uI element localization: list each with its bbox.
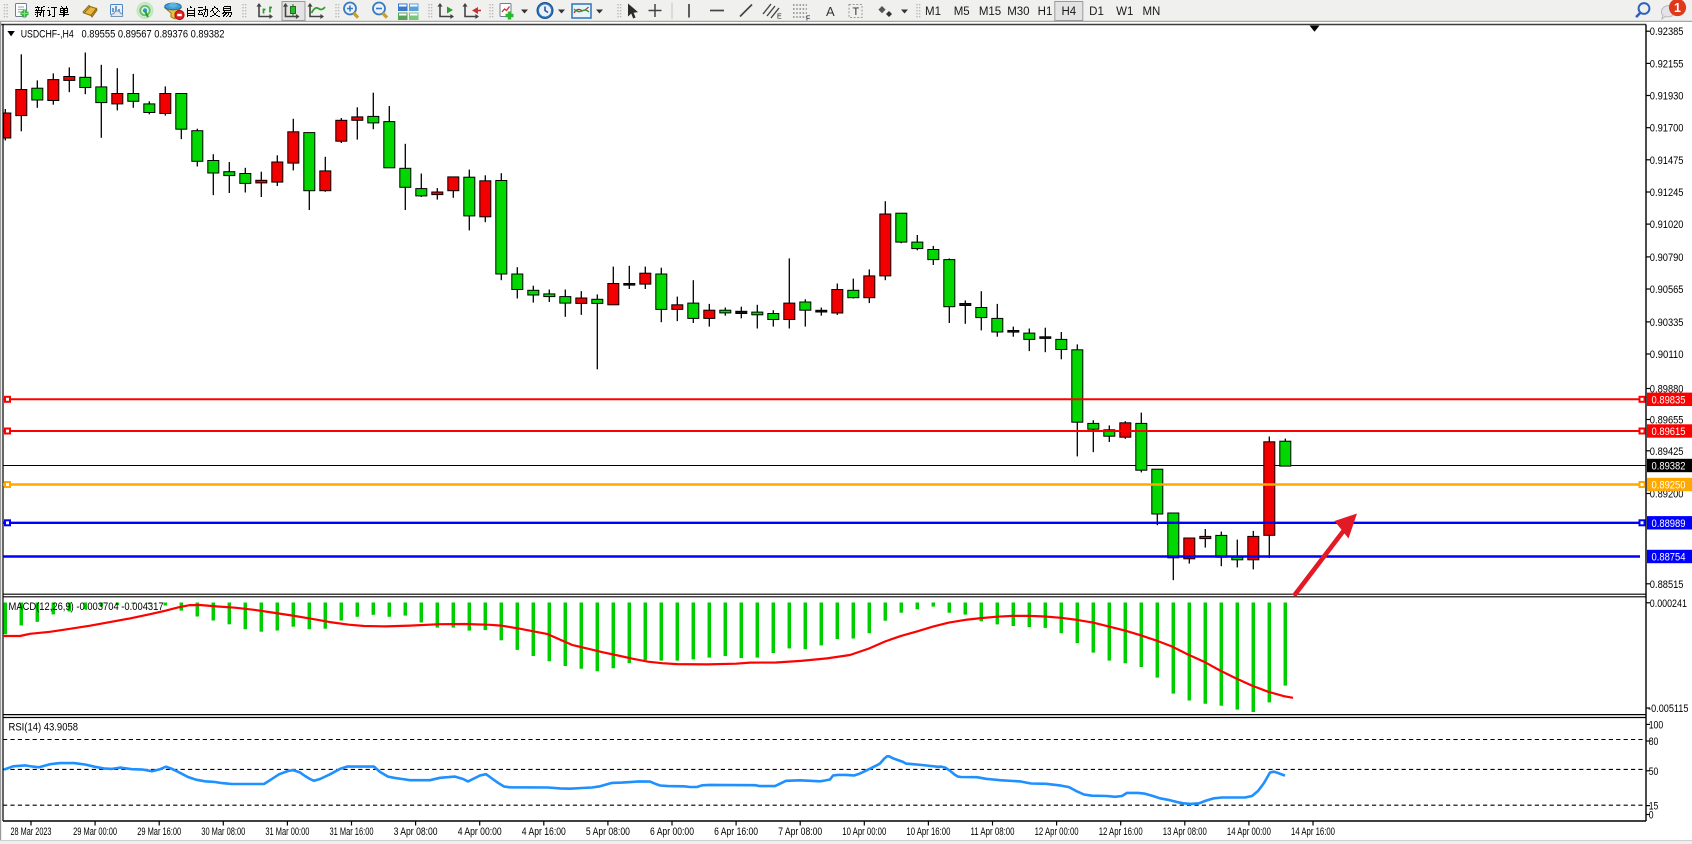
svg-text:H4: H4 — [1061, 6, 1076, 18]
svg-text:13 Apr 08:00: 13 Apr 08:00 — [1163, 826, 1207, 838]
svg-text:M15: M15 — [979, 6, 1001, 18]
svg-text:W1: W1 — [1116, 6, 1133, 18]
svg-text:MN: MN — [1142, 6, 1160, 18]
svg-text:3 Apr 08:00: 3 Apr 08:00 — [394, 826, 438, 838]
svg-text:0.90110: 0.90110 — [1650, 349, 1684, 361]
svg-text:0.89615: 0.89615 — [1652, 426, 1686, 438]
svg-text:14 Apr 00:00: 14 Apr 00:00 — [1227, 826, 1271, 838]
svg-text:5 Apr 08:00: 5 Apr 08:00 — [586, 826, 630, 838]
svg-text:0.89382: 0.89382 — [1652, 461, 1686, 473]
svg-text:0.90565: 0.90565 — [1650, 284, 1684, 296]
svg-text:0.88515: 0.88515 — [1650, 579, 1684, 591]
svg-text:0.92385: 0.92385 — [1650, 26, 1684, 38]
svg-text:80: 80 — [1649, 736, 1659, 748]
svg-text:0.88754: 0.88754 — [1652, 552, 1686, 564]
svg-text:10 Apr 16:00: 10 Apr 16:00 — [906, 826, 950, 838]
svg-text:M5: M5 — [954, 6, 970, 18]
svg-text:M1: M1 — [925, 6, 941, 18]
svg-text:28 Mar 2023: 28 Mar 2023 — [11, 826, 52, 838]
svg-text:0.90335: 0.90335 — [1650, 317, 1684, 329]
svg-text:0.89655: 0.89655 — [1650, 415, 1684, 427]
svg-text:12 Apr 00:00: 12 Apr 00:00 — [1035, 826, 1079, 838]
svg-text:0.88989: 0.88989 — [1652, 518, 1686, 530]
svg-text:E: E — [777, 14, 782, 21]
svg-text:D1: D1 — [1089, 6, 1104, 18]
svg-text:31 Mar 16:00: 31 Mar 16:00 — [330, 826, 374, 838]
svg-text:29 Mar 00:00: 29 Mar 00:00 — [73, 826, 117, 838]
svg-text:30 Mar 08:00: 30 Mar 08:00 — [201, 826, 245, 838]
svg-text:A: A — [826, 4, 835, 19]
svg-text:4 Apr 00:00: 4 Apr 00:00 — [458, 826, 502, 838]
svg-text:6 Apr 16:00: 6 Apr 16:00 — [714, 826, 758, 838]
svg-text:RSI(14) 43.9058: RSI(14) 43.9058 — [9, 721, 79, 733]
svg-text:29 Mar 16:00: 29 Mar 16:00 — [137, 826, 181, 838]
svg-text:USDCHF-,H4: USDCHF-,H4 — [21, 29, 74, 41]
svg-text:100: 100 — [1649, 719, 1664, 731]
svg-text:0.89200: 0.89200 — [1650, 489, 1684, 501]
svg-text:7 Apr 08:00: 7 Apr 08:00 — [778, 826, 822, 838]
svg-text:0.89555 0.89567 0.89376 0.8938: 0.89555 0.89567 0.89376 0.89382 — [82, 29, 225, 41]
svg-text:0.89425: 0.89425 — [1650, 446, 1684, 458]
svg-text:11 Apr 08:00: 11 Apr 08:00 — [971, 826, 1015, 838]
svg-text:0.91700: 0.91700 — [1650, 123, 1684, 135]
svg-text:F: F — [806, 16, 810, 23]
svg-text:31 Mar 00:00: 31 Mar 00:00 — [265, 826, 309, 838]
svg-text:50: 50 — [1649, 766, 1659, 778]
svg-text:6 Apr 00:00: 6 Apr 00:00 — [650, 826, 694, 838]
svg-text:M30: M30 — [1007, 6, 1029, 18]
svg-text:15: 15 — [1649, 801, 1659, 813]
svg-text:T: T — [853, 6, 860, 18]
svg-text:10 Apr 00:00: 10 Apr 00:00 — [842, 826, 886, 838]
svg-text:0.89835: 0.89835 — [1652, 394, 1686, 406]
svg-text:MACD(12,26,9) -0.003704 -0.004: MACD(12,26,9) -0.003704 -0.004317 — [9, 601, 164, 613]
svg-text:12 Apr 16:00: 12 Apr 16:00 — [1099, 826, 1143, 838]
svg-text:0.91930: 0.91930 — [1650, 91, 1684, 103]
svg-text:H1: H1 — [1038, 6, 1053, 18]
svg-text:0.90790: 0.90790 — [1650, 252, 1684, 264]
svg-text:0.91475: 0.91475 — [1650, 155, 1684, 167]
svg-text:0.000241: 0.000241 — [1650, 598, 1687, 610]
svg-text:0.91245: 0.91245 — [1650, 187, 1684, 199]
svg-text:0.91020: 0.91020 — [1650, 219, 1684, 231]
svg-text:0: 0 — [1649, 810, 1654, 822]
svg-text:0.89880: 0.89880 — [1650, 384, 1684, 396]
svg-text:0.92155: 0.92155 — [1650, 58, 1684, 70]
svg-text:4 Apr 16:00: 4 Apr 16:00 — [522, 826, 566, 838]
svg-text:14 Apr 16:00: 14 Apr 16:00 — [1291, 826, 1335, 838]
svg-text:-0.005115: -0.005115 — [1648, 703, 1688, 715]
svg-text:0.89250: 0.89250 — [1652, 480, 1686, 492]
svg-text:1: 1 — [1674, 1, 1681, 15]
